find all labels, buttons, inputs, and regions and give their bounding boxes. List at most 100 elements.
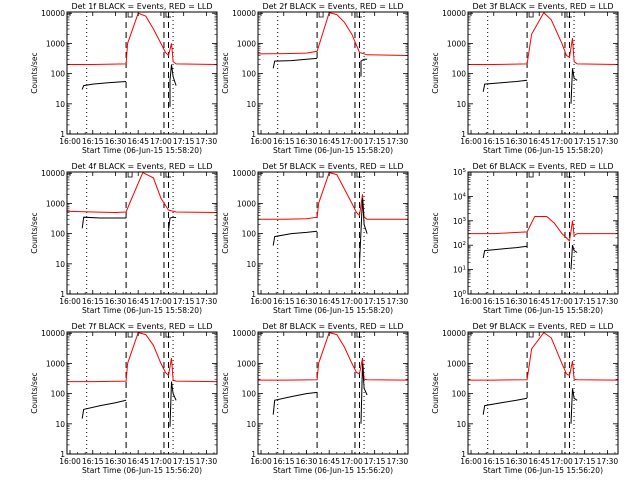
chart-title: Det 3f BLACK = Events, RED = LLD xyxy=(472,2,613,11)
chart-title: Det 4f BLACK = Events, RED = LLD xyxy=(71,162,212,171)
x-tick-label: 16:45 xyxy=(318,297,340,306)
x-tick-label: 16:30 xyxy=(105,297,127,306)
y-tick-label: 1000 xyxy=(46,199,65,208)
x-tick-label: 16:15 xyxy=(273,457,295,466)
y-tick-label: 10 xyxy=(246,100,256,109)
series-group xyxy=(468,332,618,424)
y-tick-label: 100 xyxy=(452,390,467,399)
x-tick-label: 17:30 xyxy=(196,457,218,466)
series-line-lld xyxy=(468,216,618,242)
x-axis-label: Start Time (06-Jun-15 15:58:20) xyxy=(483,146,603,155)
plot-frame xyxy=(467,11,619,135)
series-line-events xyxy=(168,216,177,232)
series-group xyxy=(258,172,408,264)
y-axis-label: Counts/sec xyxy=(30,52,39,93)
x-tick-label: 16:30 xyxy=(296,297,318,306)
x-tick-label: 17:30 xyxy=(387,297,409,306)
x-tick-label: 17:15 xyxy=(173,457,195,466)
y-tick-label: 1000 xyxy=(447,39,466,48)
series-group xyxy=(67,332,217,427)
y-tick-label: 103 xyxy=(453,217,467,226)
y-axis-label: Counts/sec xyxy=(30,372,39,413)
x-tick-label: 16:00 xyxy=(460,297,482,306)
y-tick-label: 10000 xyxy=(442,329,466,338)
y-tick-label: 1000 xyxy=(447,359,466,368)
plot-frame xyxy=(66,171,218,295)
series-group xyxy=(67,12,217,107)
x-tick-label: 17:30 xyxy=(387,137,409,146)
x-tick-label: 17:30 xyxy=(597,137,619,146)
x-tick-label: 16:45 xyxy=(127,457,149,466)
top-marker xyxy=(318,12,324,18)
x-tick-label: 16:15 xyxy=(273,297,295,306)
x-tick-label: 17:00 xyxy=(551,137,573,146)
series-line-lld xyxy=(258,332,408,381)
x-axis-label: Start Time (06-Jun-15 15:56:20) xyxy=(273,466,393,475)
x-tick-label: 16:30 xyxy=(506,137,528,146)
x-tick-label: 16:45 xyxy=(318,457,340,466)
x-tick-label: 17:30 xyxy=(387,457,409,466)
y-tick-label: 1000 xyxy=(46,359,65,368)
y-tick-label: 10 xyxy=(246,420,256,429)
y-tick-label: 100 xyxy=(242,390,257,399)
x-tick-label: 17:00 xyxy=(150,297,172,306)
y-tick-label: 104 xyxy=(453,192,467,201)
y-tick-label: 10 xyxy=(55,420,65,429)
series-line-events xyxy=(482,79,528,92)
series-group xyxy=(258,12,408,77)
series-line-events xyxy=(570,68,578,104)
series-line-lld xyxy=(468,332,618,381)
y-tick-label: 10000 xyxy=(41,329,65,338)
chart-det-4f: 16:00 16:15 16:30 16:45 17:00 17:15 17:30 1 10 10… xyxy=(30,162,218,315)
series-group xyxy=(468,12,618,104)
x-tick-label: 17:15 xyxy=(364,137,386,146)
y-tick-label: 1 xyxy=(60,130,65,139)
y-tick-label: 1000 xyxy=(46,39,65,48)
series-line-lld xyxy=(258,172,408,220)
y-tick-label: 1000 xyxy=(237,199,256,208)
chart-det-7f: 16:00 16:15 16:30 16:45 17:00 17:15 17:30 1 10 10… xyxy=(30,322,218,475)
top-marker xyxy=(566,172,572,178)
x-tick-label: 16:00 xyxy=(460,457,482,466)
top-marker xyxy=(127,12,133,18)
x-tick-label: 16:45 xyxy=(528,457,550,466)
x-tick-label: 16:45 xyxy=(127,137,149,146)
x-tick-label: 16:15 xyxy=(82,297,104,306)
y-tick-label: 1 xyxy=(251,450,256,459)
plot-frame xyxy=(467,171,619,295)
plot-frame xyxy=(257,171,409,295)
x-tick-label: 16:30 xyxy=(296,137,318,146)
x-tick-label: 16:15 xyxy=(483,137,505,146)
series-line-events xyxy=(81,81,127,90)
y-tick-label: 10 xyxy=(246,260,256,269)
x-tick-label: 16:45 xyxy=(318,137,340,146)
y-tick-label: 10000 xyxy=(41,9,65,18)
x-tick-label: 17:15 xyxy=(173,297,195,306)
x-tick-label: 17:00 xyxy=(551,297,573,306)
x-tick-label: 16:15 xyxy=(273,137,295,146)
series-line-events xyxy=(360,363,368,424)
top-marker xyxy=(566,332,572,338)
x-tick-label: 16:15 xyxy=(82,457,104,466)
y-tick-label: 100 xyxy=(242,230,257,239)
x-tick-label: 16:15 xyxy=(483,297,505,306)
x-tick-label: 16:00 xyxy=(460,137,482,146)
top-marker xyxy=(566,12,572,18)
y-axis-label: Counts/sec xyxy=(30,212,39,253)
x-axis-label: Start Time (06-Jun-15 15:56:20) xyxy=(82,466,202,475)
chart-det-6f: 16:00 16:15 16:30 16:45 17:00 17:15 17:30 100 10… xyxy=(431,162,619,315)
x-tick-label: 17:15 xyxy=(574,457,596,466)
x-tick-label: 17:30 xyxy=(196,137,218,146)
top-marker xyxy=(127,172,133,178)
top-marker xyxy=(356,172,362,178)
x-tick-label: 17:15 xyxy=(574,297,596,306)
y-tick-label: 100 xyxy=(51,70,66,79)
x-tick-label: 16:30 xyxy=(506,457,528,466)
x-tick-label: 17:30 xyxy=(597,297,619,306)
y-tick-label: 10000 xyxy=(232,169,256,178)
series-line-events xyxy=(81,399,127,419)
series-line-lld xyxy=(67,332,217,383)
series-line-events xyxy=(169,381,177,427)
x-tick-label: 17:15 xyxy=(574,137,596,146)
